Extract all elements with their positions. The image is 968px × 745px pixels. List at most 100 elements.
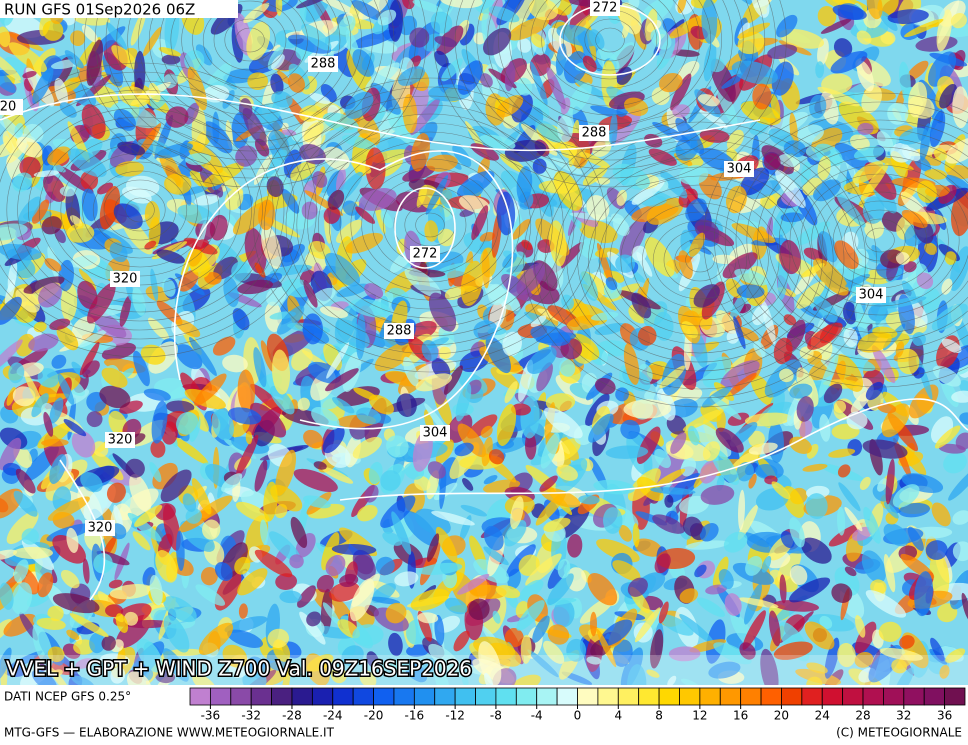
field-patch [182, 493, 197, 512]
field-patch [316, 574, 334, 593]
streamline [724, 110, 968, 370]
field-patch [92, 441, 109, 457]
field-patch [460, 260, 484, 306]
field-patch [57, 373, 75, 406]
field-patch [831, 583, 853, 603]
field-patch [366, 651, 379, 669]
field-patch [414, 475, 431, 491]
field-patch [724, 593, 742, 616]
field-patch [435, 526, 458, 563]
field-patch [748, 473, 757, 489]
field-patch [496, 95, 524, 118]
colorbar-tick-label: 20 [774, 709, 789, 723]
field-patch [842, 301, 857, 325]
field-patch [854, 299, 868, 343]
field-patch [483, 546, 509, 566]
field-patch [860, 162, 889, 201]
contour-label: 288 [582, 126, 607, 141]
field-patch [87, 282, 116, 324]
field-patch [527, 649, 559, 678]
field-patch [110, 666, 126, 684]
field-patch [58, 259, 74, 292]
credits-right: (C) METEOGIORNALE [836, 726, 962, 740]
colorbar-box [658, 687, 680, 706]
field-patch [777, 550, 802, 583]
field-patch [321, 532, 340, 571]
field-patch [547, 573, 574, 606]
field-patch [679, 588, 699, 604]
field-patch [109, 584, 153, 600]
streamline [84, 0, 416, 179]
streamline [757, 137, 968, 343]
field-patch [12, 386, 36, 407]
streamline [588, 166, 812, 354]
field-patch [612, 639, 633, 667]
field-patch [865, 590, 907, 618]
field-patch [221, 473, 243, 493]
contour-label: 20 [0, 100, 16, 115]
field-patch [195, 44, 213, 66]
field-patch [752, 305, 769, 326]
field-patch [359, 670, 377, 688]
field-patch [713, 642, 752, 665]
field-patch [149, 574, 163, 606]
field-patch [312, 171, 328, 188]
field-patch [761, 555, 772, 573]
field-patch [345, 232, 383, 254]
field-patch [253, 347, 267, 388]
field-patch [699, 460, 719, 484]
field-patch [43, 174, 66, 202]
field-patch [355, 206, 376, 224]
field-patch [351, 0, 385, 21]
field-patch [694, 564, 707, 578]
streamline [170, 0, 330, 107]
field-patch [0, 339, 23, 372]
field-patch [177, 204, 214, 224]
field-patch [410, 98, 440, 136]
field-patch [441, 58, 463, 82]
field-patch [322, 602, 341, 625]
field-patch [254, 549, 293, 578]
field-patch [887, 102, 909, 125]
field-patch [895, 252, 910, 265]
field-patch [125, 458, 145, 478]
field-patch [275, 573, 298, 590]
field-patch [380, 470, 401, 491]
field-patch [368, 461, 383, 485]
streamline [307, 122, 553, 328]
field-patch [864, 218, 885, 239]
field-patch [528, 0, 559, 21]
field-patch [861, 85, 882, 114]
field-patch [773, 641, 813, 660]
field-patch [0, 51, 21, 81]
colorbar-tick-label: 24 [815, 709, 830, 723]
streamline [598, 175, 802, 345]
field-patch [897, 348, 920, 375]
field-patch [127, 512, 162, 542]
field-patch [760, 648, 779, 696]
field-patch [856, 60, 874, 92]
field-patch [516, 600, 545, 631]
field-patch [113, 203, 143, 230]
field-patch [783, 140, 807, 158]
field-patch [352, 49, 375, 77]
field-patch [0, 64, 16, 93]
field-patch [821, 73, 853, 95]
colorbar-box [434, 687, 456, 706]
field-patch [162, 278, 176, 297]
streamline [350, 158, 510, 292]
field-patch [42, 20, 64, 41]
colorbar-tick-label: -20 [364, 709, 384, 723]
field-patch [588, 29, 605, 50]
field-patch [15, 468, 36, 494]
field-patch [32, 624, 54, 668]
field-patch [907, 526, 924, 552]
field-patch [711, 395, 742, 420]
contour-label: 304 [423, 426, 448, 441]
field-patch [6, 387, 16, 406]
field-patch [410, 588, 450, 611]
streamline [577, 157, 823, 363]
field-patch [800, 263, 825, 278]
field-patch [231, 261, 252, 282]
streamline [28, 116, 252, 304]
